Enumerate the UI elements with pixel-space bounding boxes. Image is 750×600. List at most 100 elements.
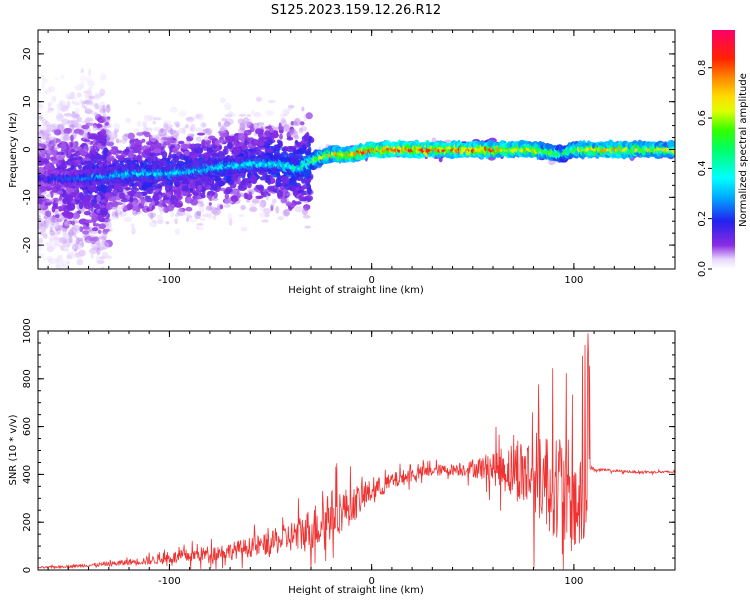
spectrogram-cell bbox=[196, 196, 201, 200]
spectrogram-cell bbox=[94, 240, 102, 246]
spectrogram-cell bbox=[54, 129, 62, 136]
spectrogram-cell bbox=[45, 135, 50, 142]
spectrogram-cell bbox=[158, 128, 168, 137]
spectrogram-cell bbox=[232, 146, 242, 154]
spectrogram-cell bbox=[174, 121, 180, 126]
spectrogram-cell bbox=[219, 125, 225, 132]
spectrogram-cell bbox=[200, 217, 206, 221]
spectrogram-cell bbox=[48, 165, 56, 172]
spectrogram-cell bbox=[114, 209, 119, 217]
spectrogram-cell bbox=[49, 156, 58, 161]
spectrogram-cell bbox=[205, 152, 214, 157]
spectrogram-cell bbox=[87, 240, 94, 244]
spectrogram-cell bbox=[110, 212, 119, 220]
spectrogram-cell bbox=[174, 218, 178, 225]
spectrogram-cell bbox=[56, 115, 62, 120]
spectrogram-cell bbox=[74, 252, 80, 258]
spectrogram-cell bbox=[62, 228, 67, 235]
spectrogram-cell bbox=[265, 175, 271, 184]
spectrogram-cell bbox=[106, 116, 111, 120]
spectrogram-cell bbox=[180, 180, 190, 184]
spectrogram-cell bbox=[246, 114, 251, 117]
spectrogram-cell bbox=[106, 104, 110, 108]
spectrogram-cell bbox=[47, 132, 52, 141]
spectrogram-cell bbox=[90, 119, 94, 128]
spectrogram-cell bbox=[130, 144, 135, 150]
spectrogram-cell bbox=[174, 228, 180, 236]
spectrogram-cell bbox=[100, 129, 107, 136]
spectrogram-cell bbox=[283, 209, 290, 217]
spectrogram-cell bbox=[47, 255, 53, 262]
spectrogram-cell bbox=[166, 204, 174, 212]
spectrogram-cell bbox=[96, 247, 101, 256]
spectrogram-cell bbox=[105, 255, 112, 260]
spectrogram-cell bbox=[241, 178, 247, 186]
spectrogram-cell bbox=[149, 202, 152, 210]
spectrogram-cell bbox=[258, 195, 264, 199]
spectrogram-cell bbox=[208, 202, 212, 206]
spectrogram-cell bbox=[42, 78, 48, 84]
spectrogram-cell bbox=[79, 70, 84, 74]
spectrogram-cell bbox=[197, 193, 205, 197]
spectrogram-cell bbox=[66, 254, 72, 260]
spectrogram-cell bbox=[194, 146, 202, 154]
spectrogram-cell bbox=[163, 123, 169, 131]
spectrogram-cell bbox=[173, 140, 180, 146]
spectrogram-cell bbox=[137, 101, 141, 105]
spectrogram-cell bbox=[48, 257, 57, 265]
spectrogram-cell bbox=[119, 211, 123, 215]
spectrogram-cell bbox=[149, 157, 153, 163]
spectrogram-cell bbox=[250, 138, 259, 146]
spectrogram-cell bbox=[38, 104, 43, 108]
spectrogram-cell bbox=[76, 259, 84, 266]
spectrogram-cell bbox=[49, 123, 58, 127]
spectrogram-cell bbox=[299, 121, 305, 126]
spectrogram-cell bbox=[56, 124, 62, 130]
spectrogram-cell bbox=[126, 190, 136, 195]
spectrogram-cell bbox=[265, 194, 269, 201]
spectrogram-cell bbox=[68, 235, 73, 243]
spectrogram-cell bbox=[99, 101, 106, 107]
spectrogram-cell bbox=[185, 206, 193, 212]
spectrogram-cell bbox=[38, 200, 43, 205]
spectrogram-cell bbox=[92, 143, 98, 148]
spectrogram-cell bbox=[83, 210, 92, 216]
spectrogram-cell bbox=[59, 74, 65, 80]
spectrogram-cell bbox=[165, 160, 174, 165]
spectrogram-cell bbox=[219, 204, 224, 210]
spectrogram-cell bbox=[50, 190, 54, 199]
spectrogram-cell bbox=[107, 131, 112, 138]
spectrogram-cell bbox=[196, 223, 204, 226]
spectrogram-cell bbox=[304, 225, 311, 229]
spectrogram-cell bbox=[260, 206, 266, 212]
spectrogram-cell bbox=[39, 225, 47, 231]
spectrogram-cell bbox=[249, 203, 257, 208]
spectrogram-cell bbox=[292, 189, 298, 197]
spectrogram-cell bbox=[140, 198, 145, 206]
spectrogram-cell bbox=[61, 104, 69, 108]
spectrogram-cell bbox=[149, 152, 155, 156]
spectrogram-cell bbox=[58, 218, 64, 222]
spectrogram-cell bbox=[48, 238, 55, 243]
spectrogram-cell bbox=[153, 117, 162, 121]
spectrogram-cell bbox=[277, 216, 285, 221]
spectrogram-cell bbox=[143, 125, 148, 132]
spectrogram-cell bbox=[296, 142, 301, 147]
spectrogram-cell bbox=[189, 116, 196, 123]
spectrogram-cell bbox=[283, 147, 287, 155]
spectrogram-cell bbox=[46, 198, 55, 203]
spectrogram-cell bbox=[58, 115, 65, 120]
spectrogram-cell bbox=[197, 113, 205, 121]
spectrogram-cell bbox=[38, 223, 42, 230]
spectrogram-cell bbox=[280, 197, 288, 204]
spectrogram-cell bbox=[165, 124, 173, 129]
spectrogram-cell bbox=[46, 245, 55, 253]
spectrogram-cell bbox=[81, 102, 86, 109]
spectrogram-cell bbox=[146, 127, 153, 132]
spectrogram-cell bbox=[169, 196, 179, 205]
spectrogram-cell bbox=[267, 99, 276, 104]
spectrogram-cell bbox=[38, 128, 43, 133]
spectrogram-cell bbox=[144, 159, 148, 164]
spectrogram-cell bbox=[81, 155, 86, 162]
spectrogram-cell bbox=[83, 138, 91, 143]
